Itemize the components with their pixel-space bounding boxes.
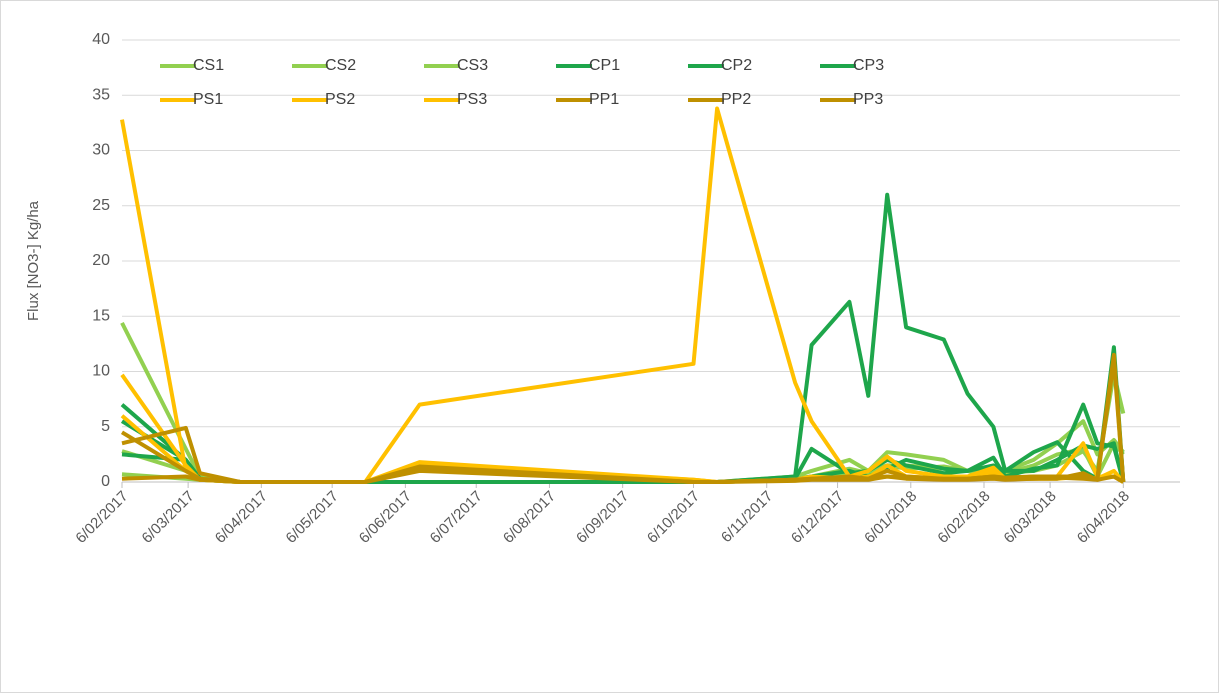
- y-tick-label: 10: [92, 363, 110, 380]
- y-tick-label: 30: [92, 142, 110, 159]
- legend-label: CP1: [589, 57, 620, 74]
- y-axis-label: Flux [NO3-] Kg/ha: [25, 200, 42, 321]
- legend-label: CS1: [193, 57, 224, 74]
- legend-label: CS2: [325, 57, 356, 74]
- legend-label: PS2: [325, 91, 355, 108]
- y-tick-label: 5: [101, 418, 110, 435]
- legend-label: PP1: [589, 91, 619, 108]
- legend-label: PP3: [853, 91, 883, 108]
- legend-label: PS1: [193, 91, 223, 108]
- legend-label: CP2: [721, 57, 752, 74]
- y-tick-label: 40: [92, 31, 110, 48]
- y-tick-label: 35: [92, 86, 110, 103]
- legend-label: CP3: [853, 57, 884, 74]
- legend-label: PP2: [721, 91, 751, 108]
- legend-label: PS3: [457, 91, 487, 108]
- y-tick-label: 15: [92, 307, 110, 324]
- legend-label: CS3: [457, 57, 488, 74]
- legend: CS1 CS2 CS3 CP1 CP2 CP3 PS1 PS2 PS3 PP1 PP2 PP3: [160, 57, 884, 108]
- series-line: [121, 358, 1126, 484]
- y-tick-label: 20: [92, 252, 110, 269]
- y-tick-label: 0: [101, 473, 110, 490]
- y-tick-label: 25: [92, 197, 110, 214]
